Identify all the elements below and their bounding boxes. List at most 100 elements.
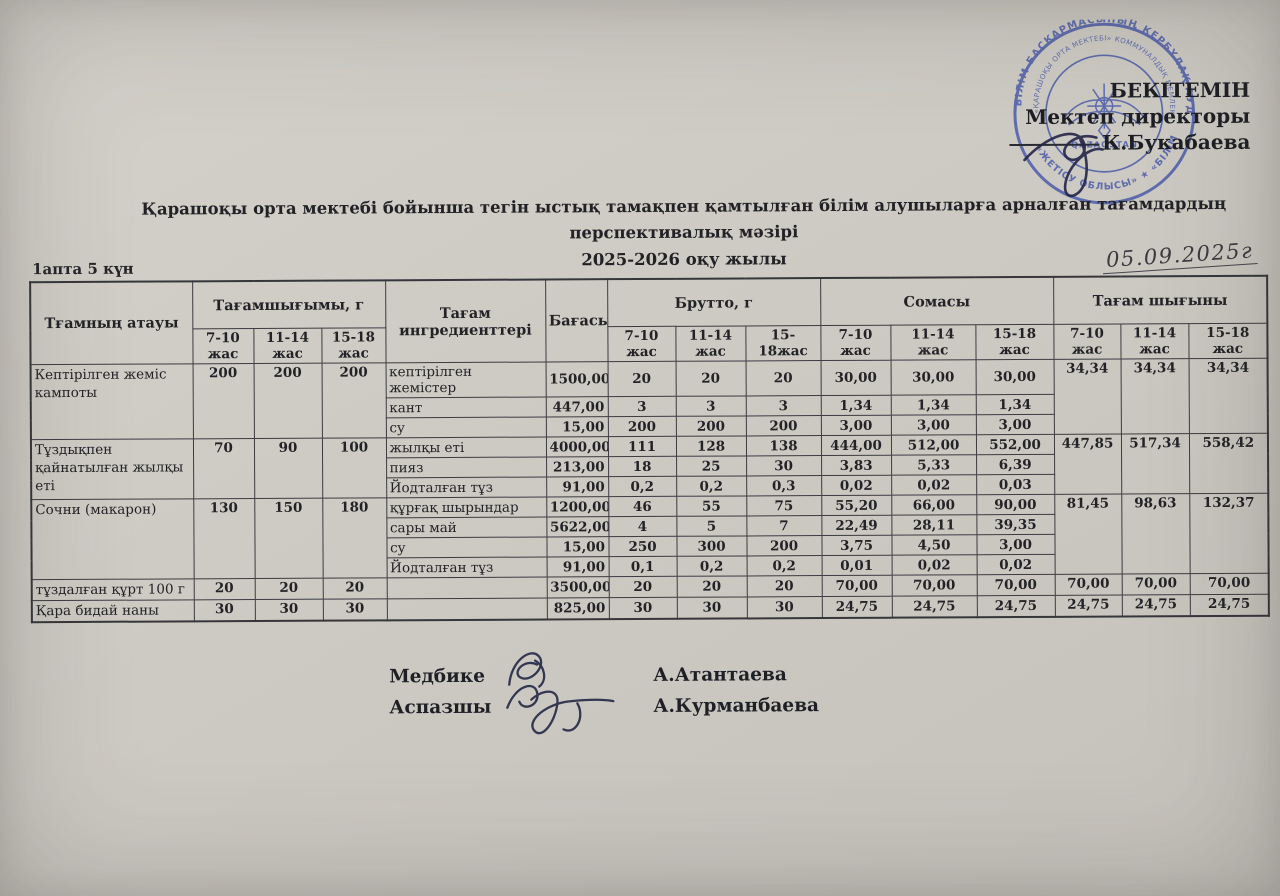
- sum-cell: 512,00: [890, 434, 977, 456]
- brutto-cell: 20: [675, 360, 746, 397]
- signer-role: Аспазшы: [389, 696, 492, 719]
- sum-cell: 0,02: [891, 474, 977, 496]
- price-cell: 91,00: [546, 476, 609, 497]
- output-cell: 98,63: [1121, 493, 1190, 574]
- col-header-dish-name: Тғамның атауы: [30, 281, 193, 365]
- col-header-age: 7-10 жас: [192, 328, 254, 364]
- output-cell: 70,00: [1189, 573, 1269, 595]
- brutto-cell: 75: [746, 495, 822, 516]
- brutto-cell: 30: [746, 455, 822, 476]
- sum-cell: 24,75: [976, 595, 1055, 618]
- sum-cell: 3,00: [890, 414, 976, 436]
- col-header-price: Бағасы: [545, 279, 608, 362]
- dish-name-cell: Қара бидай наны: [31, 600, 194, 623]
- sum-cell: 39,35: [976, 514, 1055, 535]
- ingredient-cell: кептірілген жемістер: [385, 361, 546, 398]
- approval-director-name: К.Букабаева: [1102, 129, 1251, 155]
- ingredient-cell: кант: [385, 396, 546, 418]
- col-header-brutto-group: Брутто, г: [607, 278, 821, 327]
- dish-name-cell: тұздалған құрт 100 г: [31, 578, 194, 601]
- brutto-cell: 200: [745, 415, 821, 436]
- ingredient-cell: [386, 576, 547, 600]
- sum-cell: 55,20: [821, 495, 892, 516]
- emblem-icon: [1064, 83, 1145, 140]
- price-cell: 4000,00: [545, 436, 609, 457]
- col-header-age: 15-18 жас: [975, 324, 1054, 360]
- brutto-cell: 5: [676, 515, 747, 537]
- brutto-cell: 7: [746, 515, 822, 536]
- sum-cell: 5,33: [891, 454, 977, 476]
- sum-cell: 552,00: [975, 434, 1055, 455]
- col-header-sum-group: Сомасы: [820, 276, 1054, 326]
- portion-cell: 100: [321, 437, 387, 499]
- brutto-cell: 20: [746, 575, 822, 598]
- sum-cell: 3,83: [821, 455, 892, 476]
- col-header-age: 11-14 жас: [1120, 323, 1189, 359]
- seal-icon: БІЛІМ БАСҚАРМАСЫНЫҢ КЕРБҰЛАҚ АУДАНЫ «ЖЕТ…: [1004, 11, 1195, 205]
- sum-cell: 1,34: [820, 395, 891, 416]
- output-cell: 34,34: [1053, 358, 1122, 435]
- col-header-age: 15-18 жас: [321, 327, 386, 364]
- portion-cell: 30: [254, 599, 323, 622]
- price-cell: 825,00: [546, 597, 609, 620]
- nurse-signature-icon: [501, 645, 651, 706]
- sum-cell: 90,00: [976, 494, 1055, 515]
- signature-line: [1009, 143, 1100, 147]
- brutto-cell: 20: [745, 360, 821, 396]
- price-cell: 3500,00: [546, 576, 609, 599]
- price-cell: 15,00: [546, 536, 609, 557]
- brutto-cell: 30: [676, 597, 747, 620]
- brutto-cell: 25: [676, 455, 747, 477]
- school-seal-stamp: БІЛІМ БАСҚАРМАСЫНЫҢ КЕРБҰЛАҚ АУДАНЫ «ЖЕТ…: [1004, 11, 1199, 208]
- price-cell: 5622,00: [546, 516, 609, 537]
- signatures-block: Медбике А.Атантаева Аспазшы: [389, 651, 819, 734]
- brutto-cell: 0,2: [608, 476, 677, 497]
- col-header-age: 11-14 жас: [890, 324, 976, 361]
- portion-cell: 90: [253, 438, 323, 499]
- col-header-age: 11-14 жас: [675, 325, 746, 362]
- ingredient-cell: сары май: [386, 516, 547, 538]
- brutto-cell: 0,1: [608, 556, 677, 577]
- ingredient-cell: Йодталған тұз: [386, 476, 547, 498]
- brutto-cell: 3: [607, 396, 676, 417]
- dish-name-cell: Сочни (макарон): [31, 498, 194, 580]
- portion-cell: 20: [322, 577, 387, 600]
- portion-cell: 20: [254, 578, 323, 600]
- portion-cell: 30: [322, 599, 387, 622]
- sum-cell: 444,00: [820, 435, 892, 456]
- portion-cell: 200: [253, 363, 322, 439]
- brutto-cell: 55: [676, 495, 747, 517]
- brutto-cell: 200: [675, 415, 746, 437]
- brutto-cell: 3: [675, 395, 746, 417]
- sum-cell: 66,00: [891, 494, 977, 516]
- output-cell: 24,75: [1054, 595, 1122, 618]
- portion-cell: 200: [321, 362, 386, 439]
- sum-cell: 30,00: [975, 359, 1054, 395]
- col-header-age: 7-10 жас: [1053, 323, 1121, 360]
- portion-cell: 30: [193, 599, 255, 622]
- document-title-line1: Қарашоқы орта мектебі бойынша тегін ысты…: [141, 193, 1227, 243]
- sum-cell: 22,49: [821, 515, 892, 536]
- brutto-cell: 0,2: [676, 475, 747, 497]
- ingredient-cell: су: [385, 416, 546, 438]
- sum-cell: 0,02: [891, 554, 977, 576]
- output-cell: 34,34: [1120, 358, 1190, 434]
- col-header-age: 11-14 жас: [253, 328, 322, 364]
- menu-table-body: Кептірілген жеміс кампоты 200 200 200 кептір…: [30, 358, 1269, 623]
- document-title: Қарашоқы орта мектебі бойынша тегін ысты…: [129, 191, 1239, 276]
- sum-cell: 0,02: [821, 475, 892, 496]
- output-cell: 24,75: [1121, 594, 1190, 617]
- brutto-cell: 46: [608, 496, 677, 517]
- signature-row-cook: Аспазшы А.Курманбаева: [389, 684, 819, 734]
- approval-title: БЕКІТЕМІН: [1109, 77, 1251, 103]
- output-cell: 517,34: [1121, 433, 1190, 494]
- sum-cell: 28,11: [891, 514, 977, 536]
- brutto-cell: 3: [745, 395, 821, 416]
- document-title-line2: 2025-2026 оқу жылы: [581, 249, 787, 270]
- brutto-cell: 200: [746, 535, 822, 556]
- brutto-cell: 30: [746, 596, 822, 619]
- sum-cell: 6,39: [976, 454, 1055, 475]
- sum-cell: 3,00: [820, 415, 891, 436]
- output-cell: 132,37: [1189, 493, 1269, 574]
